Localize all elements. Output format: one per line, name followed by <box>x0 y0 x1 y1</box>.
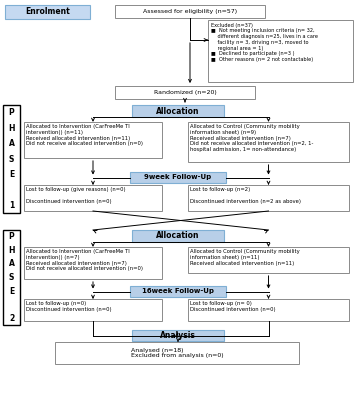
Text: P: P <box>9 232 14 241</box>
FancyBboxPatch shape <box>115 86 255 99</box>
FancyBboxPatch shape <box>24 185 162 211</box>
FancyBboxPatch shape <box>188 299 349 321</box>
FancyBboxPatch shape <box>55 342 299 364</box>
FancyBboxPatch shape <box>115 5 265 18</box>
Text: Allocation: Allocation <box>156 106 200 116</box>
FancyBboxPatch shape <box>24 122 162 158</box>
FancyBboxPatch shape <box>132 105 224 117</box>
Text: Allocated to Control (Community mobility
information sheet) (n=11)
Received allo: Allocated to Control (Community mobility… <box>190 249 300 266</box>
FancyBboxPatch shape <box>3 105 20 213</box>
Text: Lost to follow-up (n=2)

Discontinued intervention (n=2 as above): Lost to follow-up (n=2) Discontinued int… <box>190 187 301 204</box>
FancyBboxPatch shape <box>188 185 349 211</box>
FancyBboxPatch shape <box>188 247 349 273</box>
Text: Excluded (n=37)
■  Not meeting inclusion criteria (n= 32,
    different diagnosi: Excluded (n=37) ■ Not meeting inclusion … <box>211 22 318 62</box>
Text: P: P <box>9 108 14 117</box>
Text: A: A <box>9 139 14 148</box>
Text: H: H <box>8 246 15 255</box>
Text: A: A <box>9 260 14 268</box>
FancyBboxPatch shape <box>208 20 353 82</box>
Text: Allocated to Control (Community mobility
information sheet) (n=9)
Received alloc: Allocated to Control (Community mobility… <box>190 124 313 152</box>
FancyBboxPatch shape <box>5 5 90 19</box>
FancyBboxPatch shape <box>132 230 224 242</box>
FancyBboxPatch shape <box>24 247 162 279</box>
Text: Lost to follow-up (n= 0)
Discontinued intervention (n=0): Lost to follow-up (n= 0) Discontinued in… <box>190 301 276 312</box>
Text: Lost to follow-up (n=0)
Discontinued intervention (n=0): Lost to follow-up (n=0) Discontinued int… <box>26 301 112 312</box>
Text: Analysis: Analysis <box>160 331 196 340</box>
FancyBboxPatch shape <box>132 330 224 341</box>
Text: Randomized (n=20): Randomized (n=20) <box>154 90 216 95</box>
Text: 16week Follow-Up: 16week Follow-Up <box>142 288 214 294</box>
Text: 1: 1 <box>9 201 14 210</box>
Text: 9week Follow-Up: 9week Follow-Up <box>144 174 212 180</box>
Text: Allocation: Allocation <box>156 232 200 240</box>
Text: Assessed for eligibility (n=57): Assessed for eligibility (n=57) <box>143 9 237 14</box>
Text: Allocated to Intervention (CarFreeMe TI
intervention() (n=7)
Received allocated : Allocated to Intervention (CarFreeMe TI … <box>26 249 143 271</box>
Text: Enrolment: Enrolment <box>25 8 70 16</box>
Text: 2: 2 <box>9 314 14 323</box>
FancyBboxPatch shape <box>24 299 162 321</box>
Text: Analysed (n=18)
Excluded from analysis (n=0): Analysed (n=18) Excluded from analysis (… <box>131 348 223 358</box>
Text: S: S <box>9 273 14 282</box>
Text: H: H <box>8 124 15 133</box>
FancyBboxPatch shape <box>188 122 349 162</box>
FancyBboxPatch shape <box>130 286 226 297</box>
FancyBboxPatch shape <box>3 230 20 325</box>
Text: E: E <box>9 170 14 179</box>
Text: S: S <box>9 154 14 164</box>
Text: Allocated to Intervention (CarFreeMe TI
intervention() (n=11)
Received allocated: Allocated to Intervention (CarFreeMe TI … <box>26 124 143 146</box>
Text: Lost to follow-up (give reasons) (n=0)

Discontinued intervention (n=0): Lost to follow-up (give reasons) (n=0) D… <box>26 187 126 204</box>
FancyBboxPatch shape <box>130 172 226 183</box>
Text: E: E <box>9 286 14 296</box>
